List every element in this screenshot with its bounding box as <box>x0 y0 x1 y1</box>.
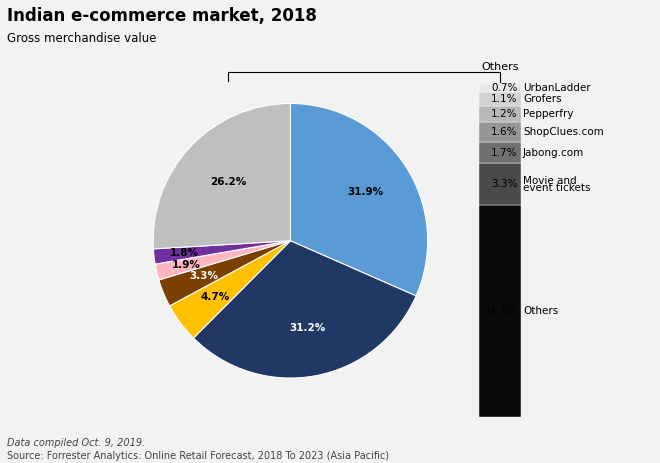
Text: UrbanLadder: UrbanLadder <box>523 83 591 93</box>
Text: Data compiled Oct. 9, 2019.: Data compiled Oct. 9, 2019. <box>7 438 145 448</box>
Text: ShopClues.com: ShopClues.com <box>523 127 604 137</box>
Bar <box>478 206 521 417</box>
Bar <box>478 106 521 121</box>
Text: 4.7%: 4.7% <box>201 292 230 301</box>
Text: 1.2%: 1.2% <box>491 109 517 119</box>
Bar <box>478 121 521 142</box>
Wedge shape <box>290 103 428 296</box>
Text: 3.3%: 3.3% <box>189 271 218 282</box>
Text: Source: Forrester Analytics: Online Retail Forecast, 2018 To 2023 (Asia Pacific): Source: Forrester Analytics: Online Reta… <box>7 451 389 462</box>
Text: 1.8%: 1.8% <box>170 248 199 258</box>
Text: event tickets: event tickets <box>523 183 591 194</box>
Bar <box>478 92 521 106</box>
Bar <box>478 83 521 92</box>
Bar <box>478 163 521 206</box>
Text: Grofers: Grofers <box>523 94 562 104</box>
Text: Others: Others <box>523 306 558 316</box>
Text: 0.7%: 0.7% <box>491 83 517 93</box>
Text: 31.2%: 31.2% <box>289 324 325 333</box>
Text: 16.6%: 16.6% <box>484 306 517 316</box>
Text: Pepperfry: Pepperfry <box>523 109 574 119</box>
Text: 1.7%: 1.7% <box>491 148 517 158</box>
Text: 1.1%: 1.1% <box>491 94 517 104</box>
Bar <box>478 142 521 163</box>
Text: Jabong.com: Jabong.com <box>523 148 584 158</box>
Text: Others: Others <box>482 62 519 72</box>
Text: Movie and: Movie and <box>523 175 577 186</box>
Text: 26.2%: 26.2% <box>211 177 247 188</box>
Wedge shape <box>159 241 290 306</box>
Text: 1.6%: 1.6% <box>491 127 517 137</box>
Wedge shape <box>155 241 290 280</box>
Text: 31.9%: 31.9% <box>347 187 383 197</box>
Wedge shape <box>153 103 290 249</box>
Text: 3.3%: 3.3% <box>491 180 517 189</box>
Wedge shape <box>170 241 290 338</box>
Wedge shape <box>193 241 416 378</box>
Text: Gross merchandise value: Gross merchandise value <box>7 32 156 45</box>
Wedge shape <box>153 241 290 264</box>
Text: Indian e-commerce market, 2018: Indian e-commerce market, 2018 <box>7 7 317 25</box>
Text: 1.9%: 1.9% <box>172 260 201 270</box>
